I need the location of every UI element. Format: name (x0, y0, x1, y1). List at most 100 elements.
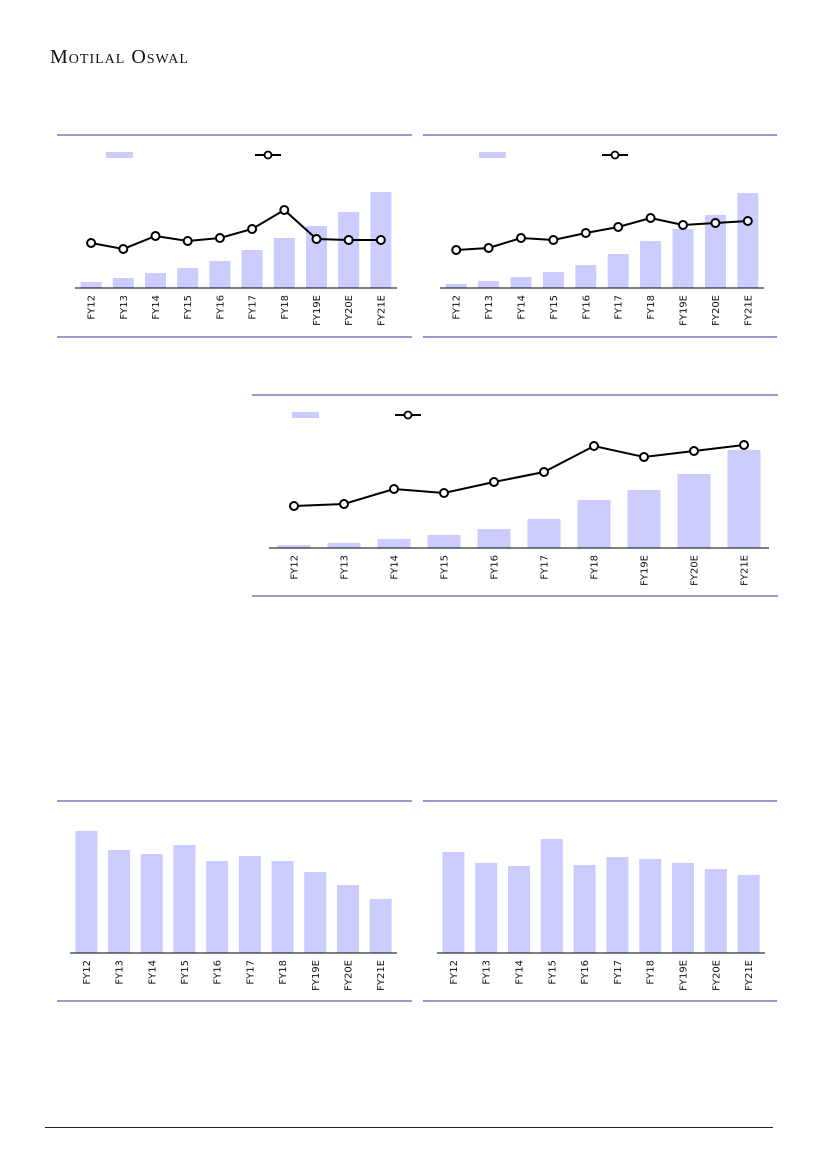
bar-fy14 (510, 277, 532, 288)
bar-fy17 (241, 250, 263, 288)
x-tick-label: FY18 (646, 960, 657, 985)
bar-fy17 (606, 857, 629, 953)
x-tick-label: FY18 (280, 295, 291, 320)
line-point-fy17 (539, 467, 549, 477)
bar-fy13 (112, 278, 134, 288)
line-point-fy16 (489, 477, 499, 487)
line-point-fy20e (689, 446, 699, 456)
bar-fy21e (369, 899, 392, 953)
x-tick-label: FY12 (87, 295, 98, 320)
bar-fy12 (277, 545, 311, 548)
x-tick-label: FY19E (311, 960, 322, 991)
brand-logo: Motilal Oswal (50, 46, 189, 68)
bar-fy21e (737, 193, 759, 288)
bar-fy21e (737, 875, 760, 953)
bar-fy20e (336, 885, 359, 953)
x-tick-label: FY20E (690, 555, 701, 586)
bar-fy18 (640, 241, 662, 288)
bar-fy16 (209, 261, 231, 288)
x-tick-label: FY15 (440, 555, 451, 580)
x-tick-label: FY12 (82, 960, 93, 985)
x-tick-label: FY16 (580, 960, 591, 985)
x-tick-label: FY13 (115, 960, 126, 985)
bar-fy13 (478, 281, 500, 288)
x-tick-label: FY14 (147, 960, 158, 985)
x-tick-label: FY21E (743, 295, 754, 326)
x-tick-label: FY20E (343, 960, 354, 991)
line-point-fy20e (710, 218, 721, 228)
x-tick-label: FY13 (484, 295, 495, 320)
bar-fy19e (672, 863, 694, 953)
x-tick-label: FY18 (278, 960, 289, 985)
bar-fy15 (542, 272, 564, 288)
x-tick-label: FY13 (482, 960, 493, 985)
x-tick-label: FY17 (613, 960, 624, 985)
line-point-fy15 (182, 236, 193, 246)
line-point-fy14 (389, 484, 399, 494)
x-tick-label: FY12 (290, 555, 301, 580)
line-point-fy12 (451, 245, 462, 255)
bar-fy20e (704, 869, 727, 953)
line-series (293, 444, 745, 507)
bar-fy13 (327, 543, 361, 548)
line-point-fy17 (247, 224, 258, 234)
bar-fy21e (727, 450, 761, 548)
bar-fy14 (508, 866, 530, 953)
line-point-fy14 (516, 233, 526, 243)
x-tick-label: FY16 (490, 555, 501, 580)
line-point-fy15 (548, 235, 559, 245)
bar-fy13 (475, 863, 498, 953)
x-tick-label: FY18 (646, 295, 657, 320)
x-tick-label: FY17 (248, 295, 259, 320)
bar-fy14 (140, 854, 163, 953)
legend-bar-swatch (106, 152, 133, 158)
bar-fy17 (607, 254, 629, 288)
x-tick-label: FY16 (215, 295, 226, 320)
x-tick-label: FY13 (340, 555, 351, 580)
x-tick-label: FY15 (547, 960, 558, 985)
line-point-fy13 (483, 243, 494, 253)
bar-fy15 (173, 845, 196, 953)
x-tick-label: FY12 (449, 960, 460, 985)
bar-fy12 (445, 284, 467, 288)
line-point-fy13 (118, 244, 129, 254)
bar-fy19e (306, 226, 327, 288)
bar-fy14 (145, 273, 166, 288)
line-point-fy12 (86, 238, 97, 248)
bar-fy19e (672, 229, 694, 288)
line-point-fy12 (289, 501, 299, 511)
x-tick-label: FY19E (679, 960, 690, 991)
legend-bar-swatch (479, 152, 506, 158)
x-tick-label: FY14 (151, 295, 162, 320)
bar-fy20e (677, 474, 711, 548)
line-point-fy18 (279, 205, 290, 215)
x-tick-label: FY20E (711, 295, 722, 326)
bar-fy18 (577, 500, 611, 548)
bar-fy12 (80, 282, 102, 288)
x-tick-label: FY20E (344, 295, 355, 326)
x-tick-label: FY21E (376, 295, 387, 326)
bar-fy15 (427, 535, 461, 548)
bar-fy16 (206, 861, 229, 953)
bar-fy20e (338, 212, 360, 288)
line-point-fy16 (580, 228, 591, 238)
bar-fy12 (442, 852, 465, 953)
bar-fy14 (377, 539, 411, 548)
bar-fy12 (75, 831, 98, 953)
line-point-fy21e (742, 216, 753, 226)
x-tick-label: FY21E (376, 960, 387, 991)
x-tick-label: FY14 (517, 295, 528, 320)
x-tick-label: FY13 (119, 295, 130, 320)
x-tick-label: FY18 (590, 555, 601, 580)
line-series (90, 208, 381, 251)
x-tick-label: FY12 (452, 295, 463, 320)
x-tick-label: FY19E (679, 295, 690, 326)
line-point-fy14 (150, 231, 161, 241)
line-point-fy15 (439, 488, 449, 498)
line-point-fy16 (214, 233, 225, 243)
x-tick-label: FY20E (711, 960, 722, 991)
bar-fy16 (477, 529, 511, 548)
bar-fy16 (573, 865, 596, 953)
line-series (456, 216, 748, 251)
